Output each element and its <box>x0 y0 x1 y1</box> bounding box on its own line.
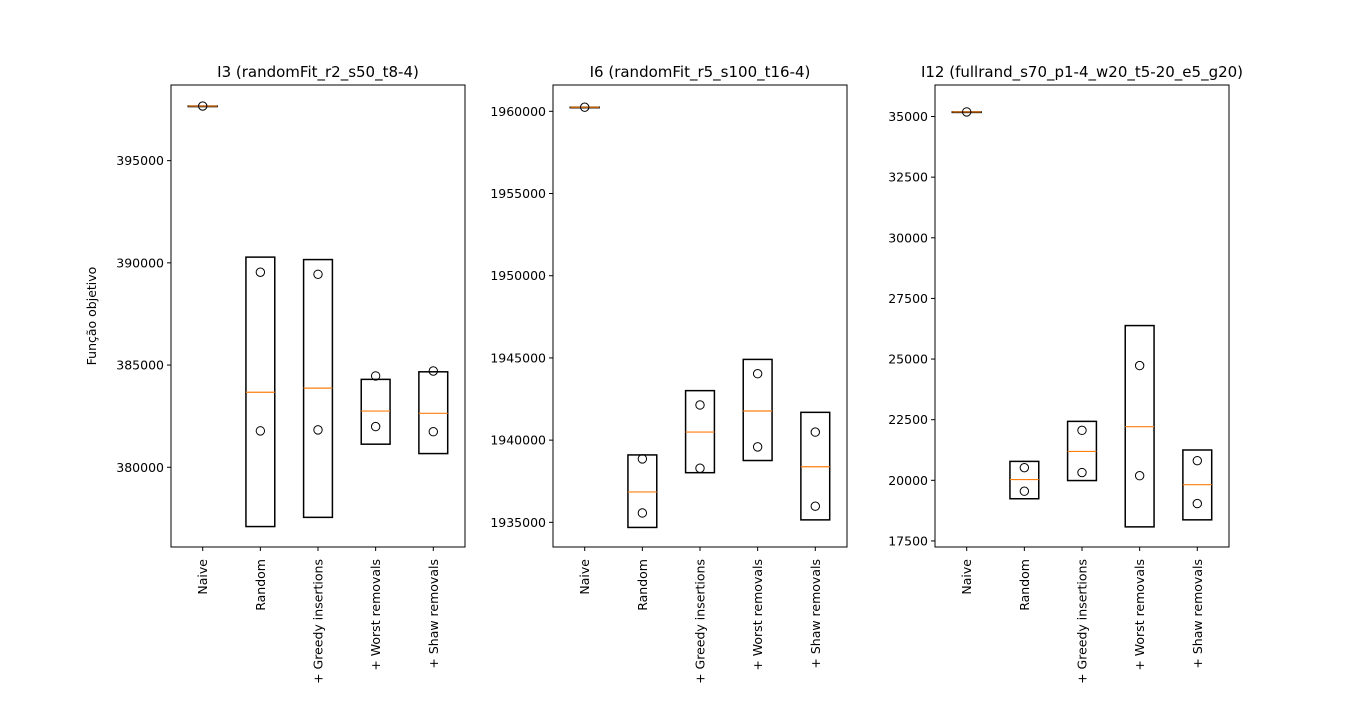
data-point <box>1134 360 1145 371</box>
x-tick-label: Random <box>253 559 268 611</box>
data-point <box>695 463 705 473</box>
data-point <box>1077 467 1087 478</box>
plot-frame <box>934 84 1230 548</box>
x-tick-label: Naive <box>195 559 210 595</box>
chart-title: I12 (fullrand_s70_p1-4_w20_t5-20_e5_g20) <box>921 63 1243 82</box>
y-tick-label: 1960000 <box>490 104 546 119</box>
data-point <box>810 427 820 437</box>
y-tick-label: 20000 <box>888 473 928 488</box>
x-tick-label: + Worst removals <box>750 559 765 671</box>
y-tick-label: 380000 <box>116 460 164 475</box>
data-point <box>1192 498 1202 509</box>
data-point <box>255 267 266 277</box>
x-tick-label: + Worst removals <box>368 559 383 671</box>
subplot-2: I6 (randomFit_r5_s100_t16-4) 1935000 19400… <box>490 63 848 684</box>
data-point <box>428 366 438 376</box>
box <box>742 358 773 462</box>
y-tick-label: 32500 <box>888 170 928 185</box>
y-tick-label: 22500 <box>888 412 928 427</box>
y-tick-label: 35000 <box>888 109 928 124</box>
data-point <box>313 425 323 435</box>
data-point <box>962 107 972 117</box>
data-point <box>370 421 381 432</box>
data-point <box>580 102 590 112</box>
x-tick-label: Naive <box>959 559 974 595</box>
x-tick-label: + Shaw removals <box>426 559 441 669</box>
data-point <box>1077 425 1087 436</box>
data-point <box>255 426 266 436</box>
y-tick-label: 1935000 <box>490 515 546 530</box>
plot-frame <box>170 84 466 548</box>
box <box>800 411 831 521</box>
chart-title: I6 (randomFit_r5_s100_t16-4) <box>590 63 811 82</box>
y-tick-label: 1945000 <box>490 350 546 365</box>
data-point <box>810 501 820 511</box>
data-point <box>428 427 438 437</box>
y-tick-label: 395000 <box>116 153 164 168</box>
data-point <box>370 371 381 381</box>
x-tick-label: + Shaw removals <box>1190 559 1205 669</box>
y-tick-label: 1955000 <box>490 186 546 201</box>
y-tick-label: 17500 <box>888 533 928 548</box>
data-point <box>1192 455 1202 466</box>
x-tick-label: + Worst removals <box>1132 559 1147 671</box>
x-tick-label: + Greedy insertions <box>1075 559 1090 684</box>
subplot-3: I12 (fullrand_s70_p1-4_w20_t5-20_e5_g20)… <box>888 63 1243 684</box>
x-tick-label: + Greedy insertions <box>693 559 708 684</box>
chart-title: I3 (randomFit_r2_s50_t8-4) <box>217 63 419 82</box>
x-tick-label: Naive <box>577 559 592 595</box>
y-tick-label: 1940000 <box>490 433 546 448</box>
data-point <box>752 369 763 379</box>
y-axis-label: Função objetivo <box>84 267 99 366</box>
data-point <box>637 454 648 464</box>
data-point <box>1134 470 1145 481</box>
y-tick-label: 1950000 <box>490 268 546 283</box>
y-tick-label: 27500 <box>888 291 928 306</box>
data-point <box>198 101 208 111</box>
data-point <box>637 508 648 518</box>
x-tick-label: Random <box>635 559 650 611</box>
y-tick-label: 390000 <box>116 255 164 270</box>
y-tick-label: 30000 <box>888 230 928 245</box>
y-tick-label: 25000 <box>888 352 928 367</box>
x-tick-label: + Greedy insertions <box>311 559 326 684</box>
x-tick-label: + Shaw removals <box>808 559 823 669</box>
x-tick-label: Random <box>1017 559 1032 611</box>
data-point <box>695 400 705 410</box>
box <box>627 454 658 529</box>
data-point <box>1019 486 1030 496</box>
box <box>360 378 391 445</box>
data-point <box>752 442 763 452</box>
y-tick-label: 385000 <box>116 358 164 373</box>
data-point <box>1019 462 1030 473</box>
box <box>418 371 449 455</box>
plot-frame <box>552 84 848 548</box>
data-point <box>313 269 323 279</box>
subplot-1: I3 (randomFit_r2_s50_t8-4) Função objetiv… <box>84 63 466 684</box>
